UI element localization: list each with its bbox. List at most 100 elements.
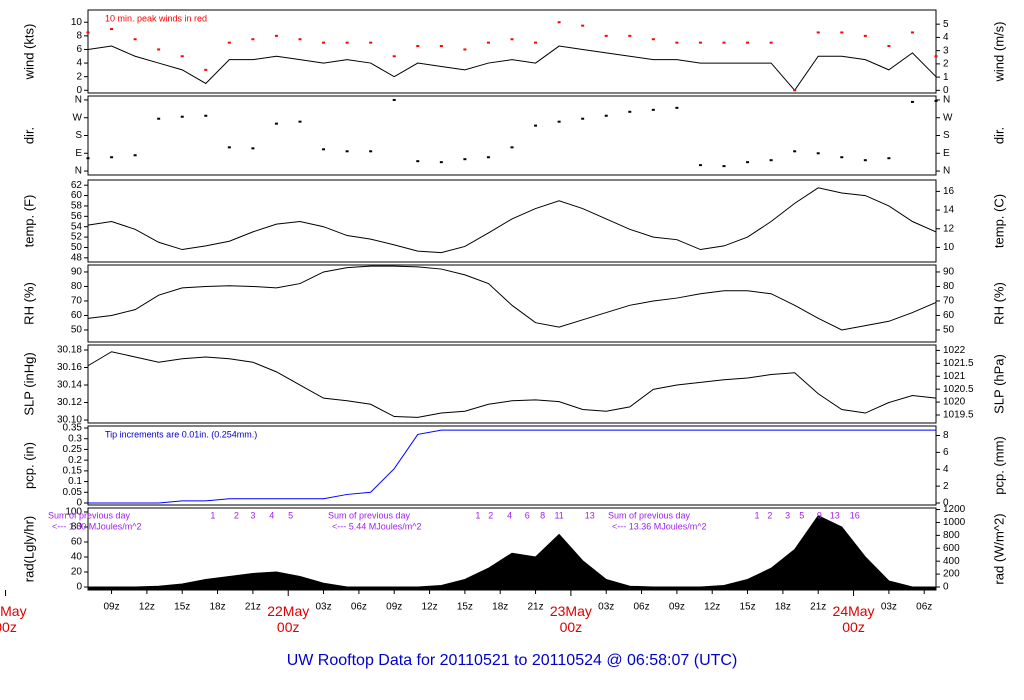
- y-tick-label: 100: [65, 507, 82, 518]
- peak-wind-mark: [910, 31, 914, 34]
- y-tick-label: 58: [71, 201, 83, 212]
- y-tick-label: 30.10: [57, 415, 82, 426]
- y2-tick-label: 1021: [943, 371, 966, 382]
- x-tick-label: 03z: [881, 602, 897, 613]
- y2-tick-label: 0: [943, 498, 949, 509]
- y-axis-label: pcp. (in): [21, 442, 36, 489]
- direction-dot: [651, 108, 655, 111]
- data-line: [88, 429, 936, 504]
- y2-tick-label: 60: [943, 310, 955, 321]
- direction-dot: [369, 150, 373, 153]
- y2-tick-label: N: [943, 166, 950, 177]
- peak-wind-mark: [251, 38, 255, 41]
- radiation-sum-note: Sum of previous day: [48, 510, 131, 520]
- radiation-hour-mark: 2: [234, 510, 239, 520]
- y2-tick-label: 800: [943, 530, 960, 541]
- y2-tick-label: 10: [943, 242, 955, 253]
- y2-tick-label: 1021.5: [943, 358, 974, 369]
- peak-wind-mark: [274, 34, 278, 37]
- y2-tick-label: 4: [943, 32, 949, 43]
- peak-wind-mark: [392, 55, 396, 58]
- direction-dot: [486, 156, 490, 159]
- direction-dot: [180, 115, 184, 118]
- x-tick-label: 09z: [669, 602, 685, 613]
- direction-dot: [298, 120, 302, 123]
- radiation-area: [87, 515, 937, 591]
- y-tick-label: 54: [71, 221, 83, 232]
- panel-frame: [87, 264, 937, 343]
- day-tick-label: 22May 00z: [267, 603, 310, 635]
- peak-wind-mark: [133, 38, 137, 41]
- y-tick-label: 10: [71, 17, 83, 28]
- y2-tick-label: 16: [943, 186, 955, 197]
- direction-dot: [557, 120, 561, 123]
- y-tick-label: W: [73, 112, 83, 123]
- direction-dot: [510, 146, 514, 149]
- peak-wind-mark: [510, 38, 514, 41]
- radiation-sum-note: Sum of previous day: [608, 510, 691, 520]
- x-tick-label: 21z: [245, 602, 261, 613]
- y-tick-label: 80: [71, 281, 83, 292]
- y-axis-label: rad(Lgly/hr): [21, 516, 36, 582]
- y-tick-label: 0.35: [63, 423, 83, 434]
- peak-wind-mark: [934, 55, 938, 58]
- y-tick-label: 50: [71, 242, 83, 253]
- y-tick-label: N: [75, 166, 82, 177]
- y-tick-label: 30.14: [57, 380, 82, 391]
- peak-wind-mark: [157, 48, 161, 51]
- peak-wind-mark: [581, 24, 585, 27]
- peak-wind-mark: [86, 31, 90, 34]
- direction-dot: [769, 159, 773, 162]
- peak-wind-mark: [298, 38, 302, 41]
- y-tick-label: 30.12: [57, 397, 82, 408]
- peak-wind-mark: [110, 28, 114, 31]
- y2-tick-label: 2: [943, 59, 949, 70]
- radiation-hour-mark: 2: [767, 510, 772, 520]
- peak-wind-mark: [486, 41, 490, 44]
- x-tick-label: 03z: [315, 602, 331, 613]
- x-tick-label: 15z: [739, 602, 755, 613]
- x-tick-label: 12z: [704, 602, 720, 613]
- y2-tick-label: 3: [943, 45, 949, 56]
- day-tick-label: 24May 00z: [832, 603, 875, 635]
- peak-wind-mark: [840, 31, 844, 34]
- y2-tick-label: 1022: [943, 345, 966, 356]
- y-tick-label: 0.2: [68, 455, 82, 466]
- radiation-sum-note: <--- 1.80 MJoules/m^2: [52, 521, 142, 531]
- y-tick-label: 48: [71, 252, 83, 263]
- direction-dot: [816, 152, 820, 155]
- panel-note: Tip increments are 0.01in. (0.254mm.): [105, 429, 257, 439]
- y-tick-label: 50: [71, 325, 83, 336]
- y-tick-label: 0.3: [68, 433, 82, 444]
- x-tick-label: 06z: [633, 602, 649, 613]
- x-tick-label: 18z: [492, 602, 508, 613]
- y2-axis-label: wind (m/s): [991, 22, 1006, 83]
- y2-tick-label: 5: [943, 19, 949, 30]
- x-tick-label: 15z: [457, 602, 473, 613]
- radiation-hour-mark: 1: [475, 510, 480, 520]
- y2-tick-label: W: [943, 112, 953, 123]
- radiation-hour-mark: 4: [269, 510, 274, 520]
- x-tick-label: 18z: [209, 602, 225, 613]
- data-line: [87, 265, 937, 331]
- direction-dot: [581, 117, 585, 120]
- x-tick-label: 18z: [775, 602, 791, 613]
- y2-tick-label: 1000: [943, 517, 966, 528]
- y-tick-label: 60: [71, 310, 83, 321]
- y-tick-label: 0.1: [68, 476, 82, 487]
- y2-axis-label: pcp. (mm): [991, 436, 1006, 495]
- y2-tick-label: 4: [943, 464, 949, 475]
- peak-wind-mark: [534, 41, 538, 44]
- direction-dot: [274, 122, 278, 125]
- y-tick-label: 40: [71, 552, 83, 563]
- direction-dot: [675, 106, 679, 109]
- panel-frame: [87, 179, 937, 263]
- y-tick-label: 52: [71, 232, 83, 243]
- x-tick-label: 06z: [916, 602, 932, 613]
- y2-axis-label: dir.: [991, 127, 1006, 144]
- direction-dot: [251, 147, 255, 150]
- y-tick-label: 0.25: [63, 444, 83, 455]
- y-tick-label: 60: [71, 190, 83, 201]
